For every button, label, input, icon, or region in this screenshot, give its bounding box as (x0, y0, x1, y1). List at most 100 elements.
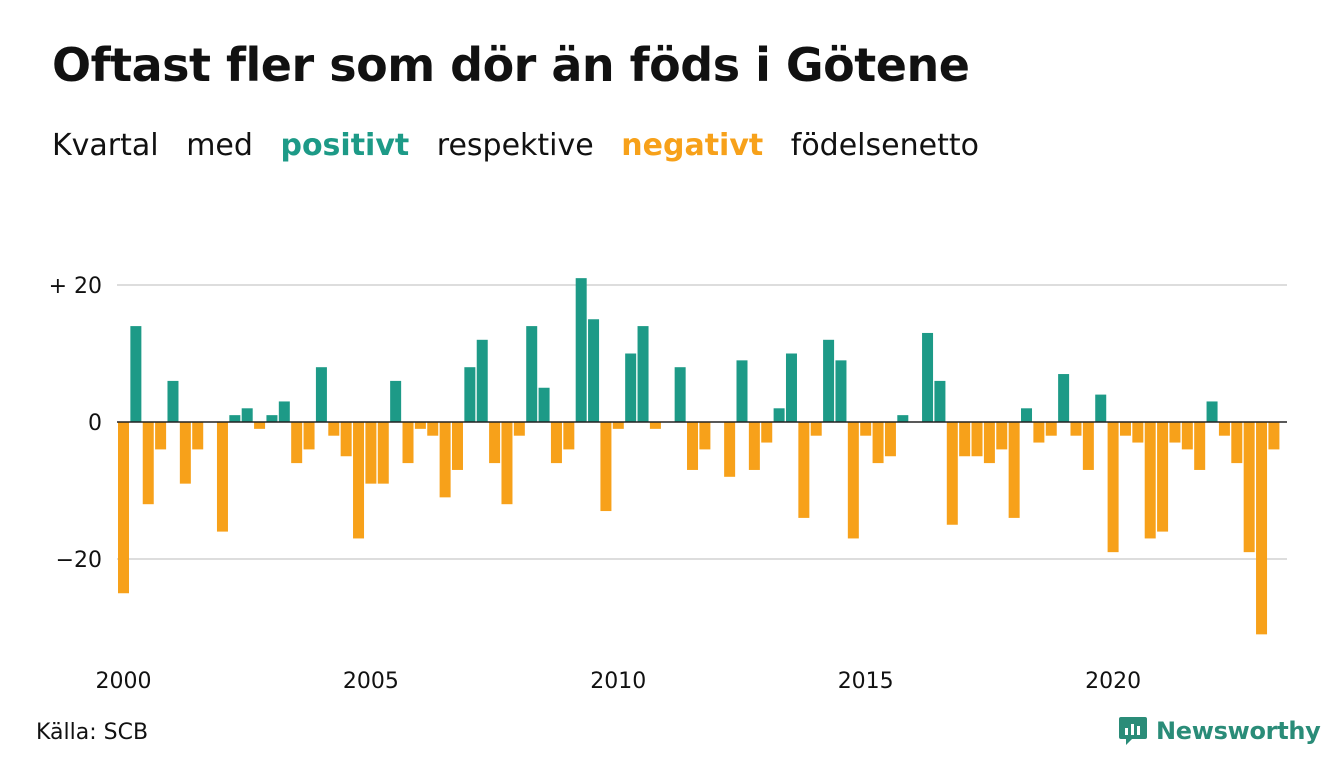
chart-title: Oftast fler som dör än föds i Götene (52, 38, 970, 92)
bar (167, 380, 179, 422)
x-tick-label: 2010 (590, 669, 646, 694)
bar (278, 401, 290, 422)
bar (971, 422, 983, 457)
bar (835, 360, 847, 422)
bar (155, 422, 167, 450)
bar (550, 422, 562, 464)
bar (810, 422, 822, 436)
subtitle-word: Kvartal (52, 128, 159, 163)
bar (773, 408, 785, 422)
bar (1157, 422, 1169, 532)
brand-logo: Newsworthy (1118, 712, 1321, 750)
bar (526, 326, 538, 422)
bar (303, 422, 315, 450)
bar (748, 422, 760, 470)
bar (1231, 422, 1243, 464)
bar (897, 415, 909, 422)
bar (959, 422, 971, 457)
subtitle-word: födelsenetto (790, 128, 979, 163)
bar (1107, 422, 1119, 553)
subtitle-positive-label: positivt (280, 128, 410, 163)
bar (575, 278, 587, 422)
bar (427, 422, 439, 436)
bar (1045, 422, 1057, 436)
bar (229, 415, 241, 422)
bar (365, 422, 377, 484)
bar (983, 422, 995, 464)
bar (1132, 422, 1144, 443)
bar (872, 422, 884, 464)
bar (600, 422, 612, 512)
bar (860, 422, 872, 436)
bar (315, 367, 327, 422)
bar (798, 422, 810, 518)
bar (513, 422, 525, 436)
source-note: Källa: SCB (36, 720, 149, 745)
bar (785, 353, 797, 422)
bar (414, 422, 426, 429)
bar (736, 360, 748, 422)
subtitle-word: med (186, 128, 253, 163)
y-tick-label: −20 (56, 548, 102, 573)
bar (649, 422, 661, 429)
bar (1058, 374, 1070, 422)
bar (501, 422, 513, 505)
bar (922, 332, 934, 422)
bar (241, 408, 253, 422)
bar (291, 422, 303, 464)
bar (377, 422, 389, 484)
bar (489, 422, 501, 464)
bar (1082, 422, 1094, 470)
brand-name: Newsworthy (1156, 717, 1321, 745)
bar (451, 422, 463, 470)
bar (1243, 422, 1255, 553)
bar (1021, 408, 1033, 422)
y-tick-label: + 20 (49, 274, 102, 299)
x-tick-label: 2000 (96, 669, 152, 694)
subtitle-negative-label: negativt (621, 128, 764, 163)
bar (1256, 422, 1268, 635)
bar (1095, 394, 1107, 422)
x-tick-label: 2020 (1085, 669, 1141, 694)
bar (476, 339, 488, 422)
bar (946, 422, 958, 525)
bar (216, 422, 228, 532)
x-tick-label: 2015 (838, 669, 894, 694)
bar (996, 422, 1008, 450)
bar (1070, 422, 1082, 436)
y-tick-label: 0 (88, 411, 102, 436)
bar (1218, 422, 1230, 436)
bar (390, 380, 402, 422)
bar (118, 422, 129, 594)
bar (254, 422, 266, 429)
bar (266, 415, 278, 422)
bar (761, 422, 773, 443)
bar (823, 339, 835, 422)
bar (625, 353, 637, 422)
chart-subtitle: Kvartal med positivt respektive negativt… (52, 128, 997, 163)
bar (847, 422, 859, 539)
bar (439, 422, 451, 498)
bar (637, 326, 649, 422)
bar (328, 422, 340, 436)
bar (1206, 401, 1218, 422)
bar (1268, 422, 1280, 450)
bar (1144, 422, 1156, 539)
bar (179, 422, 191, 484)
bar (884, 422, 896, 457)
bar (588, 319, 600, 422)
bar (130, 326, 142, 422)
bar (340, 422, 352, 457)
newsworthy-logo-icon (1119, 717, 1147, 745)
bar (612, 422, 624, 429)
bar (1169, 422, 1181, 443)
bar (934, 380, 946, 422)
bar (1119, 422, 1131, 436)
bar (674, 367, 686, 422)
x-tick-label: 2005 (343, 669, 399, 694)
bar (687, 422, 699, 470)
bar (402, 422, 414, 464)
bar (538, 387, 550, 422)
bar (699, 422, 711, 450)
bar (464, 367, 476, 422)
